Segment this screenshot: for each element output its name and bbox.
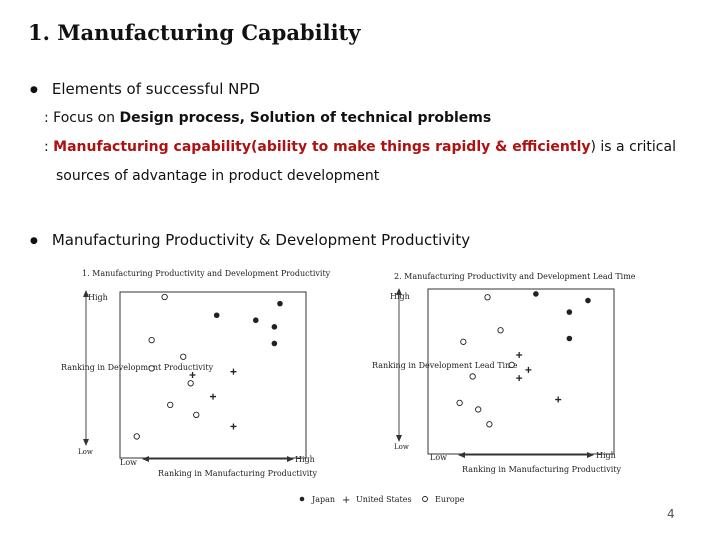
sub-prefix: : Focus on	[44, 110, 120, 126]
chart1-frame	[119, 291, 307, 459]
chart1-plot-area	[83, 290, 307, 462]
bullet-dot: ●	[30, 85, 38, 95]
chart1-point-japan	[271, 340, 278, 347]
legend-us-label: United States	[356, 495, 412, 504]
chart2-x-low-label: Low	[430, 453, 447, 462]
page-title: 1. Manufacturing Capability	[28, 20, 361, 45]
chart2-xlabel: Ranking in Manufacturing Productivity	[462, 465, 621, 474]
legend-japan-label: Japan	[311, 495, 335, 504]
chart2-y-high-label: High	[390, 292, 410, 301]
bullet-productivity: ● Manufacturing Productivity & Developmen…	[30, 231, 470, 249]
chart1-point-united-states	[210, 393, 216, 400]
chart1-point-japan	[213, 312, 220, 319]
bullet-dot: ●	[30, 236, 38, 246]
sub-bold-text: Design process, Solution of technical pr…	[119, 110, 492, 126]
chart1-y-arrow-down	[83, 439, 89, 446]
chart2-point-europe	[456, 399, 463, 407]
chart2-point-europe	[460, 338, 467, 345]
chart1-point-europe	[148, 365, 155, 372]
sub-red-text: Manufacturing capability(ability to make…	[53, 139, 591, 155]
chart2-point-europe	[484, 294, 491, 301]
chart1-point-europe	[180, 353, 187, 360]
chart2-point-japan	[533, 291, 539, 297]
chart1-point-japan	[271, 324, 278, 330]
chart2-x-high-label: High	[596, 451, 616, 460]
chart1-ylabel: Ranking in Development Productivity	[61, 363, 214, 372]
chart1-point-europe	[167, 401, 174, 409]
sub-bullet-focus: : Focus on Design process, Solution of t…	[44, 110, 491, 126]
legend-europe-label: Europe	[435, 495, 465, 504]
chart1-point-europe	[161, 293, 168, 301]
legend-europe-marker	[422, 496, 428, 502]
chart2-point-united-states	[516, 375, 523, 382]
chart1-title: 1. Manufacturing Productivity and Develo…	[82, 269, 331, 278]
chart2-point-europe	[475, 406, 482, 413]
chart1-xlabel: Ranking in Manufacturing Productivity	[158, 469, 317, 478]
chart2-point-united-states	[516, 352, 523, 358]
sub-prefix: :	[44, 139, 54, 155]
chart1-x-arrow-left	[142, 456, 149, 462]
chart2-y-arrow-down	[396, 435, 402, 442]
chart2-x-arrow-left	[458, 452, 465, 458]
bullet-text: Elements of successful NPD	[51, 80, 260, 98]
chart2-point-europe	[508, 361, 515, 369]
chart1-point-europe	[133, 433, 140, 440]
chart1-point-united-states	[189, 372, 196, 378]
chart1-x-high-label: High	[295, 455, 315, 464]
chart2-point-united-states	[525, 366, 532, 373]
chart-legend: Japan + United States Europe	[299, 495, 465, 506]
chart2-point-japan	[585, 297, 591, 304]
chart2-ylabel: Ranking in Development Lead Time	[372, 361, 518, 370]
chart1-point-europe	[193, 411, 200, 418]
chart2-point-japan	[566, 309, 573, 315]
chart2-point-united-states	[555, 396, 562, 403]
chart2-point-europe	[497, 327, 504, 334]
bullet-elements-npd: ● Elements of successful NPD	[30, 80, 260, 98]
chart1-point-europe	[187, 380, 194, 387]
sub-bullet-continuation: sources of advantage in product developm…	[56, 168, 380, 184]
chart1-point-united-states	[230, 423, 237, 430]
chart1-y-low-label: Low	[78, 448, 93, 456]
chart2-plot-area	[396, 288, 615, 458]
scatter-figure: 1. Manufacturing Productivity and Develo…	[61, 269, 636, 506]
chart1-y-arrow-up	[83, 290, 89, 297]
chart2-point-japan	[566, 335, 573, 342]
legend-us-marker: +	[342, 495, 350, 506]
chart2-y-low-label: Low	[394, 443, 409, 451]
chart2-y-arrow-up	[396, 288, 402, 295]
chart1-x-low-label: Low	[120, 458, 137, 467]
chart2-point-europe	[469, 373, 476, 380]
sub-bullet-manufacturing: : Manufacturing capability(ability to ma…	[44, 139, 676, 155]
chart2-point-europe	[486, 421, 493, 428]
chart1-y-high-label: High	[88, 293, 108, 302]
chart2-frame	[427, 288, 615, 455]
chart1-point-japan	[252, 317, 259, 324]
chart1-x-arrow-right	[287, 456, 294, 462]
chart1-point-japan	[277, 300, 283, 307]
chart1-point-europe	[148, 336, 155, 344]
bullet-text: Manufacturing Productivity & Development…	[51, 231, 471, 249]
chart2-title: 2. Manufacturing Productivity and Develo…	[394, 272, 636, 281]
legend-japan-marker	[299, 496, 305, 502]
page-number: 4	[667, 507, 675, 521]
sub-suffix: ) is a critical	[590, 139, 676, 155]
chart2-x-arrow-right	[587, 452, 594, 458]
chart1-point-united-states	[230, 368, 237, 375]
